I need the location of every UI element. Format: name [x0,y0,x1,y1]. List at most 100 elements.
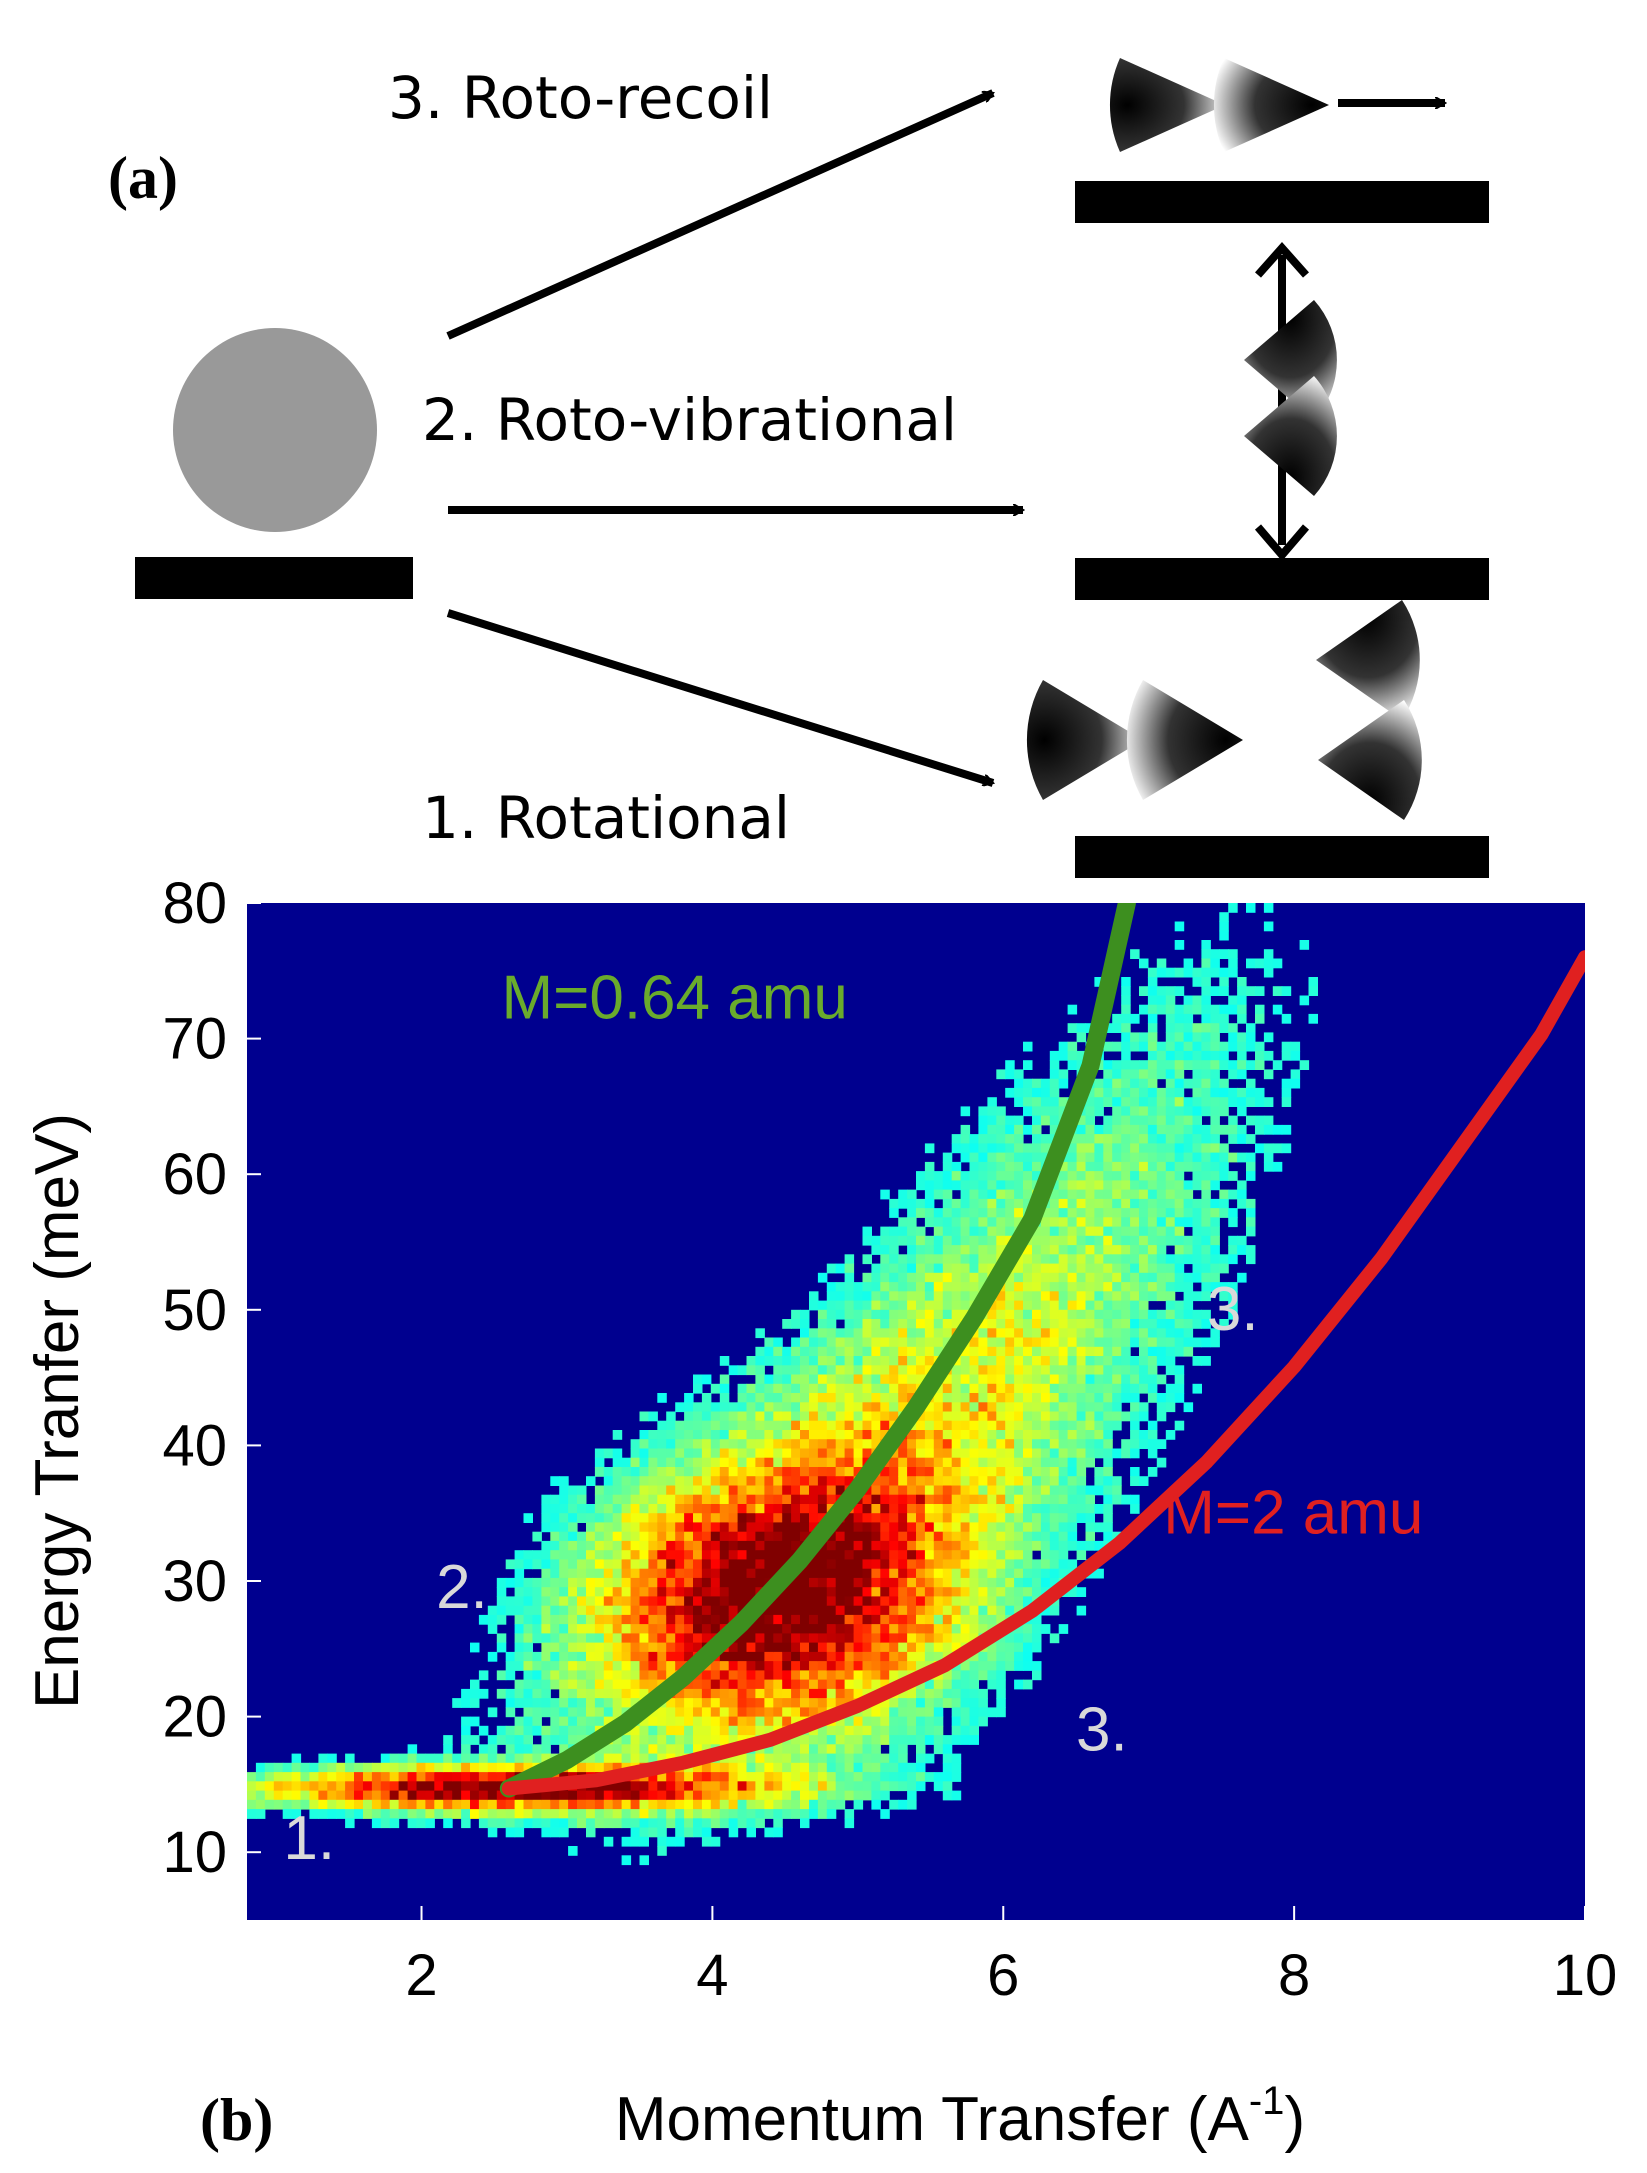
heat-cell [1112,1198,1122,1209]
heat-cell [835,1467,846,1477]
heat-cell [1147,1069,1158,1080]
heat-cell [1192,977,1202,987]
heat-cell [746,1707,756,1718]
heat-cell [603,1504,614,1514]
heat-cell [559,1716,569,1727]
heat-cell [933,1540,944,1551]
heat-cell [933,1300,944,1311]
heat-cell [389,1790,400,1801]
heat-cell [1049,1550,1060,1560]
heat-cell [710,1698,721,1708]
heat-cell [773,1624,783,1634]
heat-cell [898,1337,908,1348]
heat-cell [809,1402,819,1413]
heat-cell [800,1439,810,1449]
heat-cell [1032,1568,1042,1579]
heat-cell [1005,1596,1015,1607]
heat-cell [461,1809,471,1819]
heat-cell [1183,1032,1194,1043]
heat-cell [1067,1060,1078,1070]
recoil-rotor-icon [1109,58,1445,152]
heat-cell [755,1531,765,1542]
heat-cell [1147,1420,1158,1431]
heat-cell [916,1744,926,1755]
heat-cell [826,1365,837,1376]
heat-cell [1040,1337,1051,1348]
heat-cell [1067,1263,1078,1274]
heat-cell [693,1716,703,1727]
heat-cell [853,1725,864,1736]
heat-cell [1201,1004,1211,1015]
heat-cell [568,1531,578,1542]
heat-cell [1014,1577,1024,1588]
heat-cell [1121,1198,1131,1209]
heat-cell [666,1420,676,1431]
heat-cell [737,1596,748,1607]
heat-cell [594,1633,605,1644]
heat-cell [844,1661,855,1671]
heat-cell [1076,1263,1087,1274]
heat-cell [1246,1245,1256,1255]
heat-cell [951,1531,962,1542]
heat-cell [809,1420,819,1431]
heat-cell [666,1577,676,1588]
heat-cell [478,1799,489,1810]
heat-cell [505,1818,516,1829]
heat-cell [1165,1328,1176,1339]
heat-cell [309,1790,319,1801]
heat-cell [773,1661,783,1671]
heat-cell [1201,1097,1211,1107]
heat-cell [1112,1208,1122,1218]
heat-cell [880,1411,890,1422]
heat-cell [924,1577,935,1588]
heat-cell [577,1679,587,1690]
heat-cell [880,1309,890,1320]
heat-cell [1121,1272,1131,1283]
heat-cell [1049,1226,1060,1237]
heat-cell [960,1587,971,1597]
heat-cell [817,1346,828,1357]
heat-cell [907,1337,917,1348]
heat-cell [380,1809,391,1819]
heat-cell [898,1282,908,1292]
heat-cell [710,1420,721,1431]
heat-cell [1032,1337,1042,1348]
heat-cell [523,1762,533,1773]
heat-cell [1032,1254,1042,1265]
heat-cell [746,1698,756,1708]
heat-cell [1032,1356,1042,1366]
heat-cell [541,1651,551,1662]
heat-cell [978,1531,988,1542]
heat-cell [996,1134,1006,1144]
heat-cell [907,1254,917,1265]
heat-cell [791,1457,801,1468]
heat-cell [1165,1272,1176,1283]
heat-cell [514,1550,525,1560]
heat-cell [898,1365,908,1376]
heat-cell [1067,1023,1078,1033]
heat-cell [1192,1050,1202,1061]
heat-cell [791,1374,801,1385]
heat-cell [693,1559,703,1570]
heat-cell [1014,1087,1024,1098]
heat-cell [452,1753,462,1764]
heat-cell [1139,1134,1149,1144]
heat-cell [1228,1087,1238,1098]
heat-cell [630,1522,641,1533]
heat-cell [835,1642,846,1653]
heat-cell [1049,1494,1060,1505]
heat-cell [942,1411,953,1422]
heat-cell [1147,1337,1158,1348]
heat-cell [933,1272,944,1283]
heat-cell [987,1143,997,1154]
heat-cell [541,1827,551,1838]
y-tick-label: 60 [162,1142,227,1207]
heat-cell [942,1235,953,1246]
heat-cell [1014,1180,1024,1191]
heat-cell [800,1818,810,1829]
heat-cell [684,1448,694,1459]
heat-cell [746,1457,756,1468]
heat-cell [1014,1651,1024,1662]
heat-cell [773,1430,783,1440]
heat-cell [577,1651,587,1662]
